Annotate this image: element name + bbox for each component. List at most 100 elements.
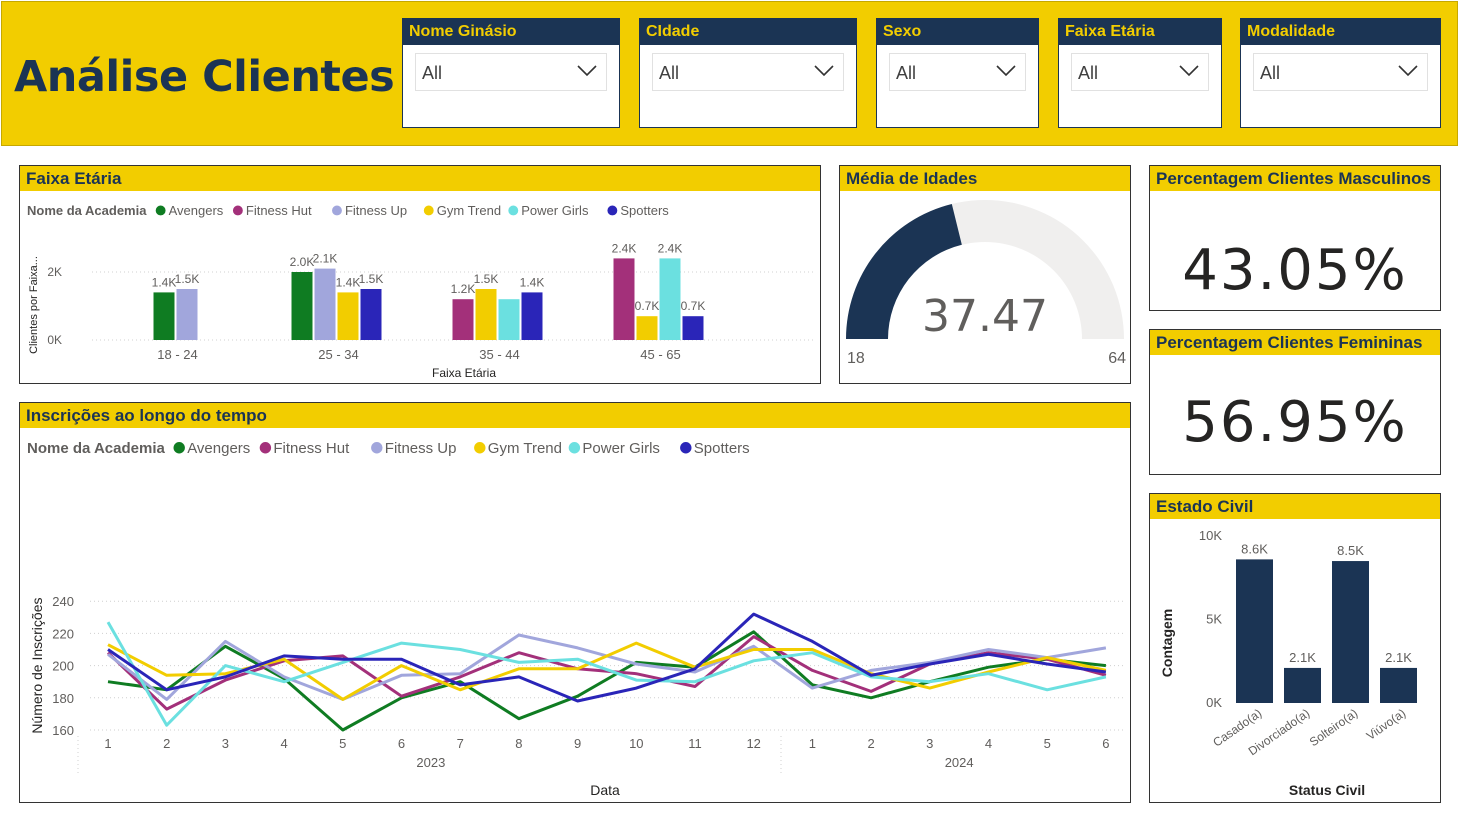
slicer-value: All xyxy=(422,63,443,83)
slicer-value: All xyxy=(659,63,680,83)
data-label: 2.0K xyxy=(290,255,315,269)
bar xyxy=(1236,559,1273,703)
slicer-dropdown[interactable]: All xyxy=(1253,53,1428,91)
slicer-title: Nome Ginásio xyxy=(403,19,619,45)
bar xyxy=(613,258,635,340)
slicer-faixa-etaria[interactable]: Faixa Etária All xyxy=(1058,18,1222,128)
registrations-line-chart[interactable]: Nome da Academia Avengers Fitness Hut Fitne… xyxy=(20,430,1130,802)
slicer-dropdown[interactable]: All xyxy=(652,53,844,91)
series-line xyxy=(107,612,1107,703)
status-chart-card: Estado Civil 10K 5K 0K Contagem 8.6K Casado(a… xyxy=(1149,493,1441,803)
y-tick-label: 180 xyxy=(52,691,74,706)
y-tick-label: 240 xyxy=(52,594,74,609)
slicer-cidade[interactable]: CIdade All xyxy=(639,18,857,128)
x-tick-label: 6 xyxy=(1102,736,1109,751)
x-tick-label: 1 xyxy=(809,736,816,751)
female-percentage-value: 56.95% xyxy=(1182,390,1408,455)
slicer-dropdown[interactable]: All xyxy=(1071,53,1209,91)
legend-marker xyxy=(155,205,166,216)
year-label: 2023 xyxy=(416,755,445,770)
slicer-title: CIdade xyxy=(640,19,856,45)
chevron-down-icon[interactable] xyxy=(813,64,835,78)
legend-item: Fitness Up xyxy=(345,203,407,218)
bar xyxy=(291,272,313,340)
legend-marker xyxy=(568,442,581,454)
bar xyxy=(1284,667,1321,703)
legend-marker xyxy=(680,442,692,454)
x-tick-label: 2 xyxy=(163,736,170,751)
slicer-title: Modalidade xyxy=(1241,19,1440,45)
card-title: Estado Civil xyxy=(1150,494,1440,519)
slicer-nome-ginasio[interactable]: Nome Ginásio All xyxy=(402,18,620,128)
y-tick-label: 2K xyxy=(47,265,62,279)
gauge-max-label: 64 xyxy=(1108,350,1126,367)
legend-item: Gym Trend xyxy=(437,203,501,218)
series-line xyxy=(107,641,1107,701)
x-axis-title: Faixa Etária xyxy=(432,366,496,380)
slicer-value: All xyxy=(1078,63,1099,83)
slicer-title: Faixa Etária xyxy=(1059,19,1221,45)
x-tick-label: 1 xyxy=(104,736,111,751)
data-label: 1.2K xyxy=(451,282,476,296)
x-tick-label: 4 xyxy=(985,736,992,751)
legend-item: Gym Trend xyxy=(488,440,562,457)
bar xyxy=(1380,667,1417,703)
bar xyxy=(659,258,681,340)
x-tick-label: Solteiro(a) xyxy=(1307,706,1360,749)
data-label: 2.1K xyxy=(1385,650,1412,665)
data-label: 1.4K xyxy=(520,275,545,289)
slicer-sexo[interactable]: Sexo All xyxy=(876,18,1039,128)
chevron-down-icon[interactable] xyxy=(1397,64,1419,78)
data-label: 2.1K xyxy=(313,252,338,266)
bar xyxy=(636,316,658,340)
slicer-value: All xyxy=(1260,63,1281,83)
line-chart-card: Inscrições ao longo do tempo Nome da Aca… xyxy=(19,402,1131,803)
bar xyxy=(682,316,704,340)
marital-status-bar-chart[interactable]: 10K5K0KContagem8.6KCasado(a)2.1KDivorcia… xyxy=(1150,521,1440,803)
bar xyxy=(360,289,382,340)
slicer-dropdown[interactable]: All xyxy=(889,53,1026,91)
data-label: 0.7K xyxy=(635,299,660,313)
slicer-modalidade[interactable]: Modalidade All xyxy=(1240,18,1441,128)
bar xyxy=(521,292,543,340)
y-tick-label: 5K xyxy=(1206,612,1222,627)
x-tick-label: 12 xyxy=(746,736,760,751)
chevron-down-icon[interactable] xyxy=(576,64,598,78)
x-axis-title: Data xyxy=(590,782,620,798)
y-tick-label: 160 xyxy=(52,723,74,738)
x-tick-label: 8 xyxy=(515,736,522,751)
data-label: 1.4K xyxy=(152,275,177,289)
x-tick-label: 9 xyxy=(574,736,581,751)
x-tick-label: 10 xyxy=(629,736,643,751)
x-tick-label: 18 - 24 xyxy=(157,347,197,362)
legend-marker xyxy=(371,442,383,454)
slicer-dropdown[interactable]: All xyxy=(415,53,607,91)
x-tick-label: 6 xyxy=(398,736,405,751)
data-label: 2.1K xyxy=(1289,650,1316,665)
x-tick-label: 5 xyxy=(339,736,346,751)
chevron-down-icon[interactable] xyxy=(1178,64,1200,78)
bar xyxy=(498,299,520,340)
year-label: 2024 xyxy=(945,755,974,770)
bar xyxy=(176,289,198,340)
legend-marker xyxy=(259,442,272,454)
bar xyxy=(452,299,474,340)
y-tick-label: 0K xyxy=(1206,695,1222,710)
x-tick-label: 7 xyxy=(457,736,464,751)
card-title: Inscrições ao longo do tempo xyxy=(20,403,1130,428)
page-title: Análise Clientes xyxy=(14,52,395,102)
gauge-value: 37.47 xyxy=(922,291,1048,342)
gauge-card: Média de Idades 37.47 18 64 xyxy=(839,165,1131,384)
data-label: 8.6K xyxy=(1241,541,1268,556)
legend-marker xyxy=(508,205,519,216)
chevron-down-icon[interactable] xyxy=(995,64,1017,78)
data-label: 2.4K xyxy=(612,241,637,255)
age-gauge[interactable]: 37.47 18 64 xyxy=(840,193,1130,383)
age-bar-chart[interactable]: Nome da Academia Avengers Fitness Hut Fitne… xyxy=(20,193,820,383)
x-tick-label: 2 xyxy=(867,736,874,751)
legend-item: Fitness Up xyxy=(385,440,457,457)
legend-item: Avengers xyxy=(169,203,224,218)
bar xyxy=(1332,561,1369,703)
data-label: 1.5K xyxy=(175,272,200,286)
legend-marker xyxy=(332,205,342,216)
